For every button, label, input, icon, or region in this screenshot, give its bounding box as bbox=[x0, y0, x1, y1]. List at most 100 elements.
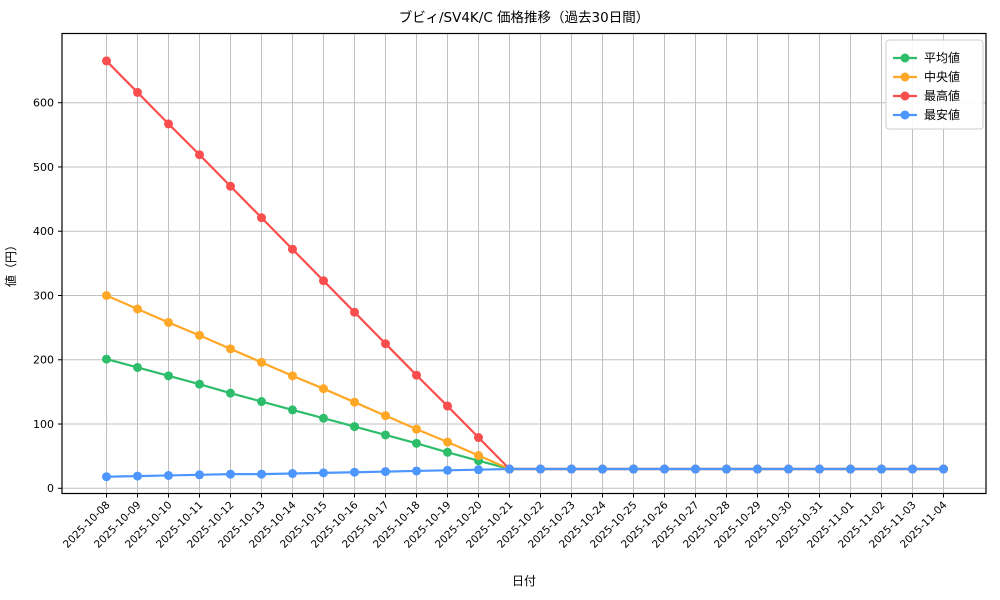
data-point bbox=[195, 470, 204, 480]
data-point bbox=[350, 422, 359, 432]
data-point bbox=[102, 56, 111, 66]
data-point bbox=[412, 438, 421, 448]
series-line bbox=[106, 294, 944, 471]
legend-item-最安値: 最安値 bbox=[893, 107, 960, 122]
data-point bbox=[288, 469, 297, 479]
data-point bbox=[164, 470, 173, 480]
legend-label: 中央値 bbox=[924, 69, 960, 84]
series-最高値 bbox=[102, 56, 948, 474]
data-point bbox=[350, 397, 359, 407]
data-point bbox=[226, 469, 235, 479]
data-point bbox=[381, 339, 390, 349]
legend-label: 最安値 bbox=[924, 107, 960, 122]
data-point bbox=[102, 290, 111, 300]
legend-box bbox=[885, 39, 984, 130]
legend-item-中央値: 中央値 bbox=[893, 69, 960, 84]
y-tick-label: 300 bbox=[33, 289, 54, 302]
data-point bbox=[412, 370, 421, 380]
data-point bbox=[908, 464, 917, 474]
data-point bbox=[939, 464, 948, 474]
data-point bbox=[319, 276, 328, 286]
data-point bbox=[288, 244, 297, 254]
x-axis-label: 日付 bbox=[512, 574, 536, 588]
data-point bbox=[195, 330, 204, 340]
data-point bbox=[257, 397, 266, 407]
series-最安値 bbox=[102, 464, 948, 482]
data-point bbox=[443, 437, 452, 447]
y-tick-label: 400 bbox=[33, 225, 54, 238]
data-point bbox=[536, 464, 545, 474]
data-point bbox=[412, 466, 421, 476]
data-point bbox=[133, 471, 142, 481]
data-point bbox=[474, 433, 483, 443]
y-tick-label: 500 bbox=[33, 161, 54, 174]
data-point bbox=[753, 464, 762, 474]
series-line bbox=[106, 358, 944, 471]
data-point bbox=[319, 384, 328, 394]
series-line bbox=[106, 467, 944, 478]
data-point bbox=[784, 464, 793, 474]
legend-item-平均値: 平均値 bbox=[893, 50, 960, 65]
data-point bbox=[474, 451, 483, 461]
series-line bbox=[105, 60, 944, 471]
data-point bbox=[350, 307, 359, 317]
data-point bbox=[102, 354, 111, 364]
data-point bbox=[319, 413, 328, 423]
data-point bbox=[443, 401, 452, 411]
data-point bbox=[288, 371, 297, 381]
legend-item-最高値: 最高値 bbox=[893, 88, 960, 103]
data-point bbox=[815, 464, 824, 474]
data-point bbox=[133, 362, 142, 372]
data-point bbox=[381, 411, 390, 421]
legend-marker-icon bbox=[900, 91, 910, 101]
data-point bbox=[164, 371, 173, 381]
data-point bbox=[877, 464, 886, 474]
data-point bbox=[474, 465, 483, 475]
data-point bbox=[195, 379, 204, 389]
data-point bbox=[598, 464, 607, 474]
y-tick-label: 200 bbox=[33, 354, 54, 367]
chart-title: ブビィ/SV4K/C 価格推移（過去30日間） bbox=[399, 9, 649, 26]
data-point bbox=[629, 464, 638, 474]
data-point bbox=[288, 405, 297, 415]
data-point bbox=[133, 304, 142, 314]
data-point bbox=[195, 150, 204, 160]
axes-frame bbox=[58, 32, 987, 498]
data-point bbox=[257, 357, 266, 367]
data-point bbox=[567, 464, 576, 474]
series-平均値 bbox=[102, 354, 948, 474]
legend-marker-icon bbox=[900, 72, 910, 82]
data-point bbox=[691, 464, 700, 474]
legend-label: 最高値 bbox=[924, 88, 960, 103]
y-axis-label: 値（円） bbox=[3, 239, 18, 287]
y-tick-label: 100 bbox=[33, 418, 54, 431]
data-point bbox=[257, 213, 266, 223]
legend-label: 平均値 bbox=[924, 50, 960, 65]
data-point bbox=[722, 464, 731, 474]
data-point bbox=[443, 465, 452, 475]
legend-marker-icon bbox=[900, 53, 910, 63]
data-point bbox=[226, 388, 235, 398]
data-point bbox=[164, 119, 173, 129]
y-tick-label: 0 bbox=[47, 482, 54, 495]
data-point bbox=[846, 464, 855, 474]
data-point bbox=[226, 344, 235, 354]
data-point bbox=[381, 467, 390, 477]
y-tick-label: 600 bbox=[33, 96, 54, 109]
data-point bbox=[164, 317, 173, 327]
data-point bbox=[505, 464, 514, 474]
data-point bbox=[443, 447, 452, 457]
data-point bbox=[257, 469, 266, 479]
data-point bbox=[102, 472, 111, 482]
data-point bbox=[412, 424, 421, 434]
legend-marker-icon bbox=[900, 110, 910, 120]
series-中央値 bbox=[102, 290, 948, 474]
data-point bbox=[660, 464, 669, 474]
data-point bbox=[226, 181, 235, 191]
data-point bbox=[319, 468, 328, 478]
data-point bbox=[133, 87, 142, 97]
grid-lines bbox=[62, 33, 986, 494]
